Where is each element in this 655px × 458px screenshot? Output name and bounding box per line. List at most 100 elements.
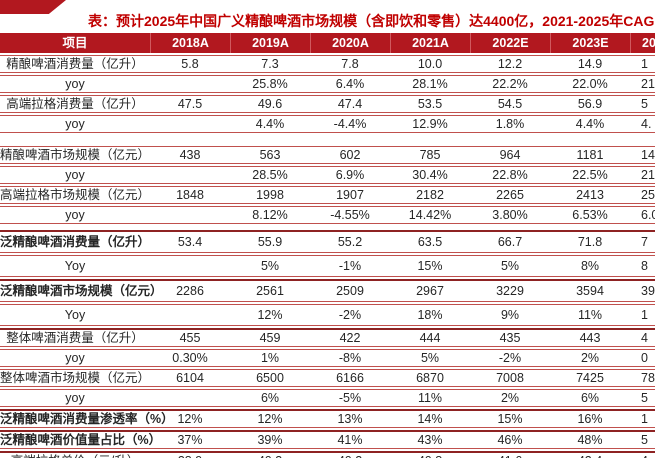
cell: 40.8: [390, 451, 470, 458]
cell: 602: [310, 146, 390, 164]
cell: 1: [630, 409, 655, 428]
cell: 49.6: [230, 95, 310, 113]
cell: 43%: [390, 430, 470, 449]
row-label: yoy: [0, 389, 150, 407]
table-row: 高端拉格市场规模（亿元） 1848 1998 1907 2182 2265 2413 25: [0, 186, 655, 204]
cell: 5%: [230, 255, 310, 277]
cell: 1181: [550, 146, 630, 164]
cell: 422: [310, 328, 390, 347]
cell: -5%: [310, 389, 390, 407]
cell: 25: [630, 186, 655, 204]
cell: 444: [390, 328, 470, 347]
cell: 40.2: [310, 451, 390, 458]
cell: 4.4%: [230, 115, 310, 133]
cell: 12%: [150, 409, 230, 428]
table-row: 泛精酿啤酒消费量渗透率（%） 12% 12% 13% 14% 15% 16% 1: [0, 409, 655, 428]
col-header-year: 2018A: [150, 33, 230, 53]
cell: 1907: [310, 186, 390, 204]
cell: 2182: [390, 186, 470, 204]
cell: 0.30%: [150, 349, 230, 367]
cell: 3.80%: [470, 206, 550, 224]
cell: 11%: [390, 389, 470, 407]
spacer-cell: [0, 226, 655, 228]
row-label: 精酿啤酒市场规模（亿元）: [0, 146, 151, 164]
cell: 28.5%: [230, 166, 310, 184]
col-header-year: 2020A: [310, 33, 390, 53]
cell: 7.8: [310, 55, 390, 73]
cell: 47.5: [150, 95, 230, 113]
cell: 2413: [550, 186, 630, 204]
row-label: 泛精酿啤酒市场规模（亿元）: [0, 279, 163, 302]
cell: 16%: [550, 409, 630, 428]
cell: 41%: [310, 430, 390, 449]
cell: 6.53%: [550, 206, 630, 224]
cell: 1%: [230, 349, 310, 367]
spacer-cell: [0, 135, 655, 144]
cell: 5: [630, 389, 655, 407]
cell: 53.5: [390, 95, 470, 113]
table-row: 高端拉格单价（元/升）38.940.340.240.841.642.44: [0, 451, 655, 458]
cell: 71.8: [550, 230, 630, 253]
cell: 66.7: [470, 230, 550, 253]
cell: 12.9%: [390, 115, 470, 133]
table-header: 项目 2018A 2019A 2020A 2021A 2022E 2023E 20: [0, 33, 655, 53]
table-row: yoy 28.5% 6.9% 30.4% 22.8% 22.5% 21: [0, 166, 655, 184]
row-label: yoy: [0, 206, 150, 224]
cell: [150, 389, 230, 407]
cell: 1: [630, 304, 655, 326]
cell: 54.5: [470, 95, 550, 113]
table-row: 整体啤酒市场规模（亿元） 6104 6500 6166 6870 7008 7425 78: [0, 369, 655, 387]
col-header-year: 2022E: [470, 33, 550, 53]
market-table: 项目 2018A 2019A 2020A 2021A 2022E 2023E 20 精酿啤酒消…: [0, 31, 655, 458]
cell: [150, 255, 230, 277]
cell: 15%: [390, 255, 470, 277]
cell: [150, 166, 230, 184]
cell: -2%: [310, 304, 390, 326]
cell: 563: [230, 146, 310, 164]
cell: 6104: [150, 369, 230, 387]
cell: 9%: [470, 304, 550, 326]
col-header-year: 2023E: [550, 33, 630, 53]
cell: 18%: [390, 304, 470, 326]
cell: 2265: [470, 186, 550, 204]
cell: 55.9: [230, 230, 310, 253]
cell: 5.8: [150, 55, 230, 73]
spacer-row: [0, 135, 655, 144]
row-label: 精酿啤酒消费量（亿升）: [0, 55, 150, 73]
cell: 785: [390, 146, 470, 164]
cell: 7: [630, 230, 655, 253]
cell: 2509: [310, 279, 390, 302]
cell: 63.5: [390, 230, 470, 253]
cell: 53.4: [150, 230, 230, 253]
cell: 2286: [150, 279, 230, 302]
row-label: 泛精酿啤酒消费量渗透率（%）: [0, 409, 174, 428]
header-row: 项目 2018A 2019A 2020A 2021A 2022E 2023E 20: [0, 33, 655, 53]
report-title: 表：预计2025年中国广义精酿啤酒市场规模（含即饮和零售）达4400亿，2021…: [88, 13, 655, 29]
cell: 39%: [230, 430, 310, 449]
cell: 455: [150, 328, 230, 347]
cell: 8.12%: [230, 206, 310, 224]
cell: 0: [630, 349, 655, 367]
cell: -2%: [470, 349, 550, 367]
cell: 21: [630, 166, 655, 184]
cell: -1%: [310, 255, 390, 277]
row-label: 整体啤酒消费量（亿升）: [0, 328, 150, 347]
cell: 1.8%: [470, 115, 550, 133]
row-label: 高端拉格市场规模（亿元）: [0, 186, 151, 204]
cell: 964: [470, 146, 550, 164]
table-row: yoy 4.4% -4.4% 12.9% 1.8% 4.4% 4.: [0, 115, 655, 133]
cell: 11%: [550, 304, 630, 326]
cell: 443: [550, 328, 630, 347]
row-label: yoy: [0, 349, 150, 367]
cell: 48%: [550, 430, 630, 449]
cell: 14: [630, 146, 655, 164]
table-row: 泛精酿啤酒价值量占比（%） 37% 39% 41% 43% 46% 48% 5: [0, 430, 655, 449]
cell: 39: [630, 279, 655, 302]
cell: 7008: [470, 369, 550, 387]
table-viewport: 项目 2018A 2019A 2020A 2021A 2022E 2023E 20 精酿啤酒消…: [0, 31, 655, 458]
table-row: 精酿啤酒消费量（亿升） 5.8 7.3 7.8 10.0 12.2 14.9 1: [0, 55, 655, 73]
cell: 2%: [470, 389, 550, 407]
table-row: yoy 25.8% 6.4% 28.1% 22.2% 22.0% 21: [0, 75, 655, 93]
cell: 28.1%: [390, 75, 470, 93]
cell: [150, 75, 230, 93]
